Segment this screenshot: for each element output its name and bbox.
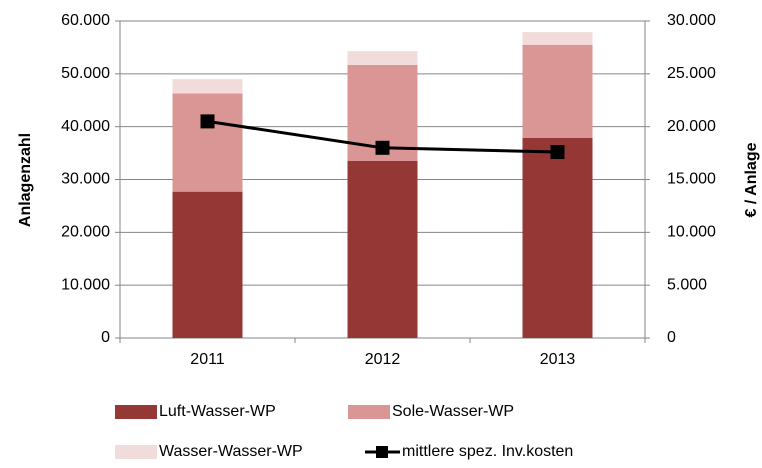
legend-label: mittlere spez. Inv.kosten: [402, 443, 573, 460]
y2-tick-label: 25.000: [667, 65, 716, 82]
y-tick-label: 40.000: [61, 118, 110, 135]
y2-tick-label: 5.000: [667, 276, 707, 293]
y2-tick-label: 15.000: [667, 171, 716, 188]
bar: [522, 32, 593, 45]
legend-marker: [376, 446, 388, 458]
marker: [200, 114, 215, 129]
legend-label: Sole-Wasser-WP: [392, 403, 514, 420]
bar: [172, 93, 243, 192]
y2-tick-label: 10.000: [667, 224, 716, 241]
y-tick-label: 0: [101, 329, 110, 346]
y-tick-label: 20.000: [61, 224, 110, 241]
bar: [172, 191, 243, 338]
bar: [522, 44, 593, 138]
legend-swatch: [115, 405, 157, 419]
legend-swatch: [348, 405, 390, 419]
y-tick-label: 50.000: [61, 65, 110, 82]
legend-label: Luft-Wasser-WP: [159, 403, 276, 420]
y2-tick-label: 20.000: [667, 118, 716, 135]
marker: [550, 145, 565, 160]
y-tick-label: 60.000: [61, 12, 110, 29]
legend-label: Wasser-Wasser-WP: [159, 443, 303, 460]
x-tick-label: 2011: [190, 351, 225, 368]
x-tick-label: 2013: [540, 351, 576, 368]
bar: [172, 79, 243, 94]
y-axis-label: Anlagenzahl: [17, 133, 34, 227]
y-tick-label: 30.000: [61, 171, 110, 188]
bar: [347, 51, 418, 65]
x-tick-label: 2012: [365, 351, 401, 368]
y2-axis-label: € / Anlage: [743, 142, 760, 217]
y2-tick-label: 0: [667, 329, 676, 346]
bar: [522, 137, 593, 338]
marker: [375, 140, 390, 155]
y-tick-label: 10.000: [61, 276, 110, 293]
bar: [347, 161, 418, 338]
y2-tick-label: 30.000: [667, 12, 716, 29]
legend-swatch: [115, 445, 157, 459]
